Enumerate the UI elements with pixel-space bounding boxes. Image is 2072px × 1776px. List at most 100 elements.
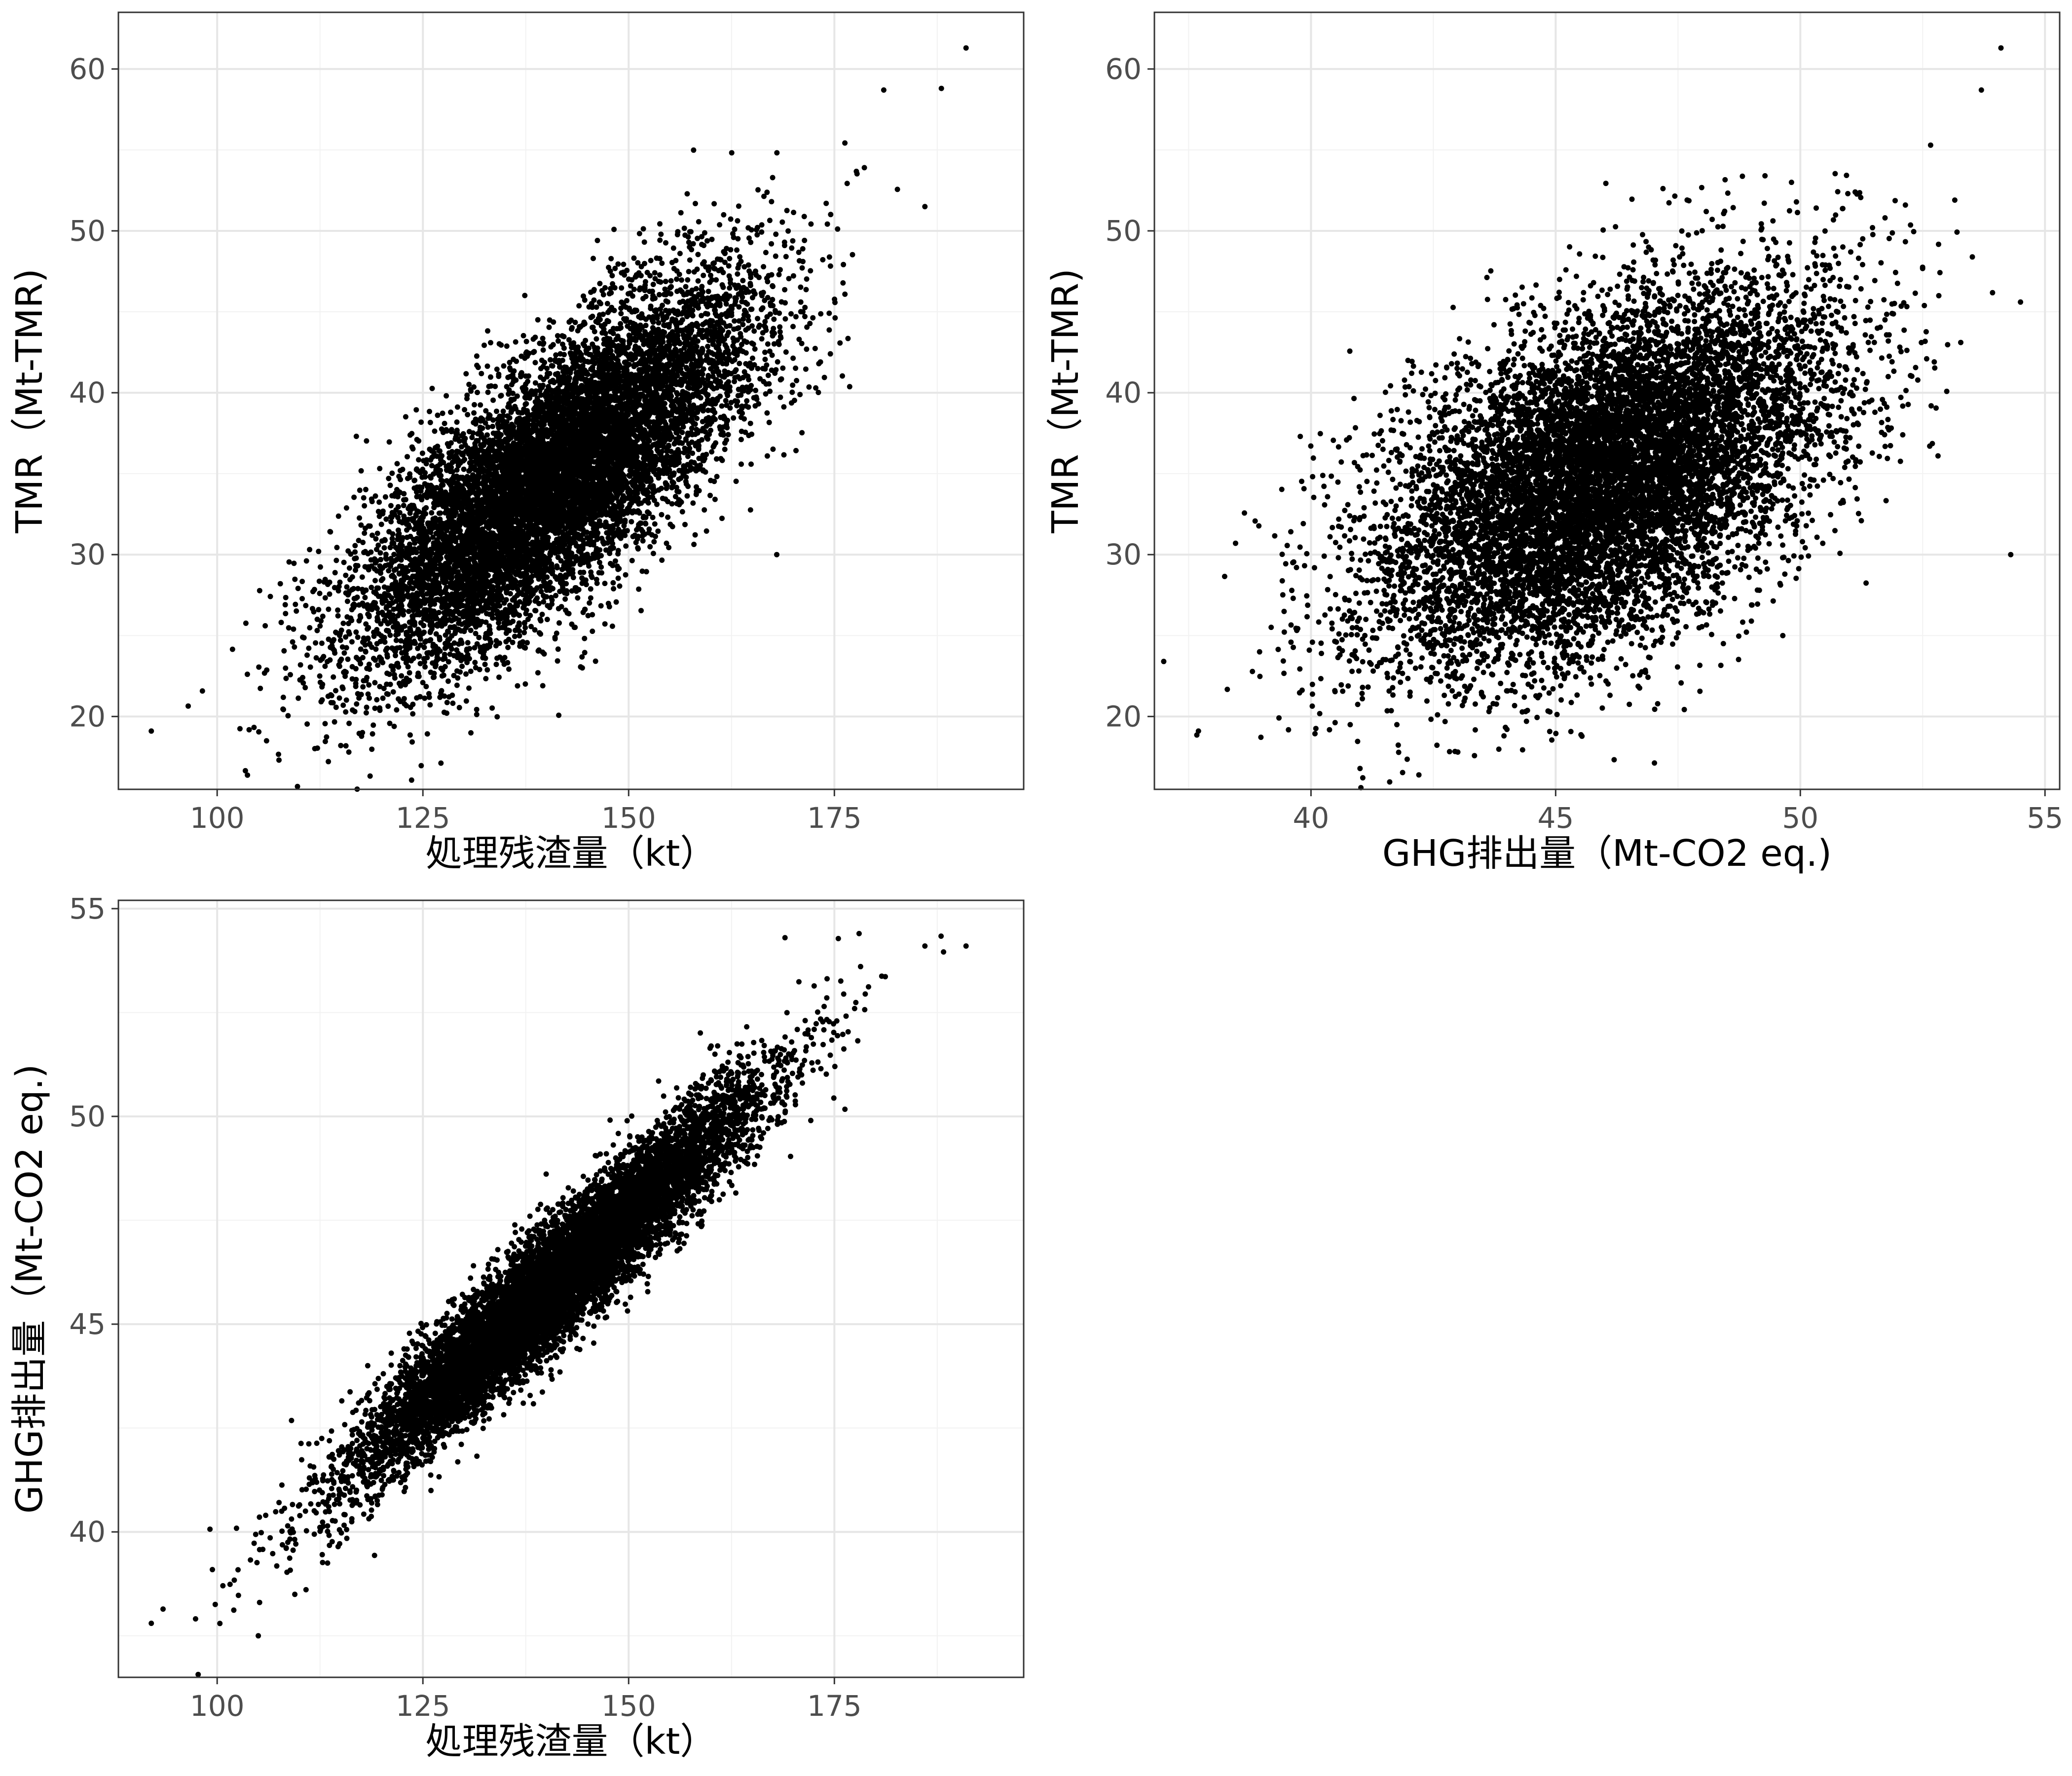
scatter-point — [366, 682, 372, 688]
scatter-point — [399, 673, 405, 679]
scatter-point — [842, 291, 848, 297]
scatter-point — [468, 730, 474, 736]
scatter-point — [333, 704, 339, 710]
scatter-point — [762, 349, 768, 355]
scatter-point — [463, 698, 469, 704]
scatter-point — [655, 528, 661, 534]
scatter-point — [457, 669, 463, 675]
scatter-point — [507, 602, 513, 608]
scatter-point — [390, 689, 396, 695]
scatter-point — [359, 574, 365, 580]
scatter-point — [378, 521, 384, 527]
scatter-point — [395, 504, 401, 510]
scatter-point — [317, 564, 323, 570]
scatter-point — [258, 685, 263, 691]
scatter-point — [410, 656, 416, 661]
scatter-point — [638, 264, 644, 269]
scatter-point — [691, 542, 697, 547]
scatter-point — [520, 333, 526, 338]
scatter-point — [472, 660, 478, 666]
scatter-point — [847, 384, 852, 390]
scatter-point — [386, 439, 392, 445]
scatter-point — [767, 218, 773, 223]
scatter-point — [367, 773, 373, 779]
scatter-point — [606, 604, 612, 610]
scatter-point — [845, 335, 851, 341]
scatter-point — [733, 479, 739, 484]
scatter-point — [437, 634, 443, 640]
scatter-point — [342, 673, 348, 679]
scatter-point — [401, 503, 407, 509]
scatter-point — [331, 674, 336, 680]
scatter-point — [712, 496, 718, 502]
scatter-point — [826, 254, 832, 260]
scatter-point — [598, 603, 604, 609]
scatter-point — [488, 340, 493, 346]
scatter-point — [302, 685, 308, 691]
scatter-point — [773, 309, 778, 315]
scatter-point — [727, 256, 733, 261]
scatter-point — [802, 237, 808, 243]
scatter-point — [837, 340, 843, 346]
scatter-point — [498, 393, 504, 399]
scatter-point — [538, 366, 544, 371]
scatter-point — [276, 757, 282, 763]
scatter-point — [513, 339, 518, 345]
scatter-point — [322, 721, 328, 727]
scatter-point — [338, 628, 344, 633]
scatter-point — [685, 277, 691, 283]
scatter-point — [688, 229, 694, 235]
scatter-point — [755, 366, 761, 371]
scatter-point — [725, 432, 731, 438]
scatter-point — [522, 681, 528, 687]
scatter-point — [635, 545, 641, 551]
scatter-point — [485, 389, 491, 395]
scatter-point — [332, 719, 337, 725]
scatter-point — [770, 296, 776, 302]
scatter-point — [604, 300, 610, 306]
scatter-point — [587, 600, 592, 606]
scatter-point — [362, 530, 368, 536]
scatter-point — [478, 402, 483, 408]
scatter-point — [295, 783, 300, 789]
scatter-point — [766, 273, 772, 279]
scatter-point — [804, 276, 810, 282]
scatter-point — [291, 626, 296, 632]
scatter-point — [773, 253, 778, 259]
scatter-point — [407, 670, 412, 676]
scatter-point — [592, 658, 598, 664]
scatter-point — [707, 279, 713, 285]
scatter-point — [366, 662, 372, 667]
scatter-point — [760, 330, 766, 336]
scatter-point — [640, 226, 646, 232]
scatter-point — [306, 645, 312, 651]
scatter-point — [505, 374, 511, 380]
scatter-point — [783, 254, 789, 259]
scatter-point — [444, 700, 450, 705]
scatter-point — [237, 726, 243, 732]
scatter-point — [522, 645, 528, 651]
scatter-point — [540, 347, 546, 353]
scatter-point — [670, 245, 676, 251]
scatter-point — [727, 285, 733, 291]
scatter-point — [314, 628, 320, 633]
scatter-point — [276, 751, 281, 757]
scatter-point — [659, 512, 665, 518]
scatter-point — [556, 620, 562, 626]
scatter-point — [636, 231, 642, 236]
scatter-point — [341, 650, 347, 656]
scatter-point — [430, 534, 436, 540]
scatter-point — [790, 324, 796, 330]
scatter-point — [790, 382, 796, 388]
scatter-point — [303, 603, 309, 608]
scatter-point — [415, 645, 421, 651]
scatter-point — [554, 565, 560, 571]
scatter-point — [723, 398, 729, 404]
scatter-point — [628, 283, 633, 289]
scatter-point — [735, 271, 740, 277]
scatter-point — [454, 404, 460, 410]
scatter-point — [391, 723, 397, 729]
scatter-point — [257, 588, 262, 593]
scatter-point — [280, 695, 286, 700]
scatter-point — [706, 349, 712, 355]
